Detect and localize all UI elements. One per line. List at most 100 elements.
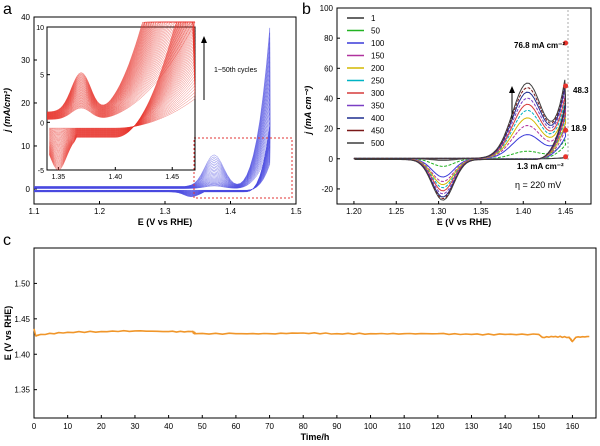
legend-label: 450 — [371, 127, 385, 136]
y-tick-label: 20 — [21, 99, 30, 108]
x-tick-label: 1.2 — [94, 207, 106, 216]
legend-label: 300 — [371, 89, 385, 98]
x-tick-label: 30 — [131, 422, 140, 431]
panel-label-b: b — [302, 1, 311, 18]
x-tick-label: 110 — [398, 422, 411, 431]
panel-c: c 0 10 20 30 40 50 60 70 80 90 100 110 120 130 140 150 1… — [3, 232, 597, 442]
panel-b-ylabel: j (mA cm⁻²) — [303, 86, 313, 135]
panel-b: b 1.20 1.25 1.30 1.35 1.40 1.45 -20 0 20 40 60 80 10… — [302, 1, 592, 227]
panel-c-ticks: 0 10 20 30 40 50 60 70 80 90 100 110 120 130 140 150 160… — [14, 279, 579, 431]
y-tick-label: 1.40 — [14, 350, 30, 359]
marked-point — [563, 40, 569, 46]
y-tick-label: 40 — [21, 13, 30, 22]
x-tick-label: 1.35 — [473, 207, 489, 216]
x-tick-label: 1.45 — [165, 174, 179, 181]
legend-label: 250 — [371, 77, 385, 86]
x-tick-label: 1.20 — [346, 207, 362, 216]
x-tick-label: 80 — [299, 422, 308, 431]
panel-a-inset: 1.35 1.40 1.45 -5 0 5 10 — [36, 21, 196, 181]
panel-a-ticks: 1.1 1.2 1.3 1.4 1.5 0 10 20 30 40 — [21, 13, 302, 216]
panel-b-curves — [353, 79, 567, 201]
panel-b-ticks: 1.20 1.25 1.30 1.35 1.40 1.45 -20 0 20 40 60 80 100 — [320, 4, 574, 216]
marked-point — [563, 83, 569, 89]
cycles-arrowhead — [201, 36, 207, 43]
inset-ticks: 1.35 1.40 1.45 -5 0 5 10 — [36, 25, 179, 181]
panel-a-curves — [34, 27, 271, 198]
legend-label: 100 — [371, 39, 385, 48]
panel-c-xlabel: Time/h — [301, 432, 330, 442]
y-tick-label: 0 — [40, 120, 44, 127]
y-tick-label: 0 — [329, 155, 334, 164]
cv-curve — [353, 109, 567, 186]
annotation-76-8: 76.8 mA cm⁻² — [514, 41, 565, 50]
y-tick-label: 20 — [324, 125, 333, 134]
legend-label: 50 — [371, 27, 380, 36]
y-tick-label: 5 — [40, 73, 44, 80]
panel-c-ylabel: E (V vs RHE) — [3, 306, 13, 361]
x-tick-label: 10 — [63, 422, 72, 431]
annotation-48-3: 48.3 — [573, 86, 589, 95]
legend-label: 350 — [371, 102, 385, 111]
growth-arrowhead — [509, 86, 515, 93]
cv-curve — [353, 138, 567, 167]
panel-a-xlabel: E (V vs RHE) — [138, 217, 193, 227]
x-tick-label: 140 — [498, 422, 512, 431]
panel-b-frame — [336, 7, 592, 205]
panel-label-c: c — [3, 232, 11, 249]
cycle-curve — [34, 27, 271, 198]
x-tick-label: 50 — [198, 422, 207, 431]
cycle-curve — [34, 111, 271, 193]
y-tick-label: 10 — [21, 142, 30, 151]
cv-curve — [353, 102, 567, 189]
x-tick-label: 130 — [465, 422, 479, 431]
y-tick-label: 1.50 — [14, 279, 30, 288]
legend-label: 400 — [371, 114, 385, 123]
x-tick-label: 1.4 — [225, 207, 237, 216]
x-tick-label: 20 — [97, 422, 106, 431]
x-tick-label: 1.40 — [515, 207, 531, 216]
panel-a-ylabel: j (mA/cm²) — [2, 88, 12, 133]
annotation-eta: η = 220 mV — [515, 180, 561, 190]
panel-b-xlabel: E (V vs RHE) — [437, 217, 492, 227]
x-tick-label: 120 — [431, 422, 445, 431]
x-tick-label: 1.45 — [558, 207, 574, 216]
y-tick-label: 0 — [26, 185, 31, 194]
legend-label: 150 — [371, 52, 385, 61]
zoom-box — [193, 137, 293, 199]
cycles-annotation: 1~50th cycles — [214, 67, 257, 74]
y-tick-label: 40 — [324, 94, 333, 103]
x-tick-label: 1.5 — [290, 207, 302, 216]
x-tick-label: 150 — [532, 422, 546, 431]
annotation-1-3: 1.3 mA cm⁻² — [517, 162, 564, 171]
marked-point — [563, 154, 569, 160]
x-tick-label: 90 — [332, 422, 341, 431]
marked-point — [563, 127, 569, 133]
y-tick-label: 30 — [21, 56, 30, 65]
x-tick-label: 1.30 — [431, 207, 447, 216]
y-tick-label: -20 — [321, 185, 333, 194]
annotation-18-9: 18.9 — [571, 124, 587, 133]
panel-c-curves — [33, 328, 590, 343]
inset-cycle-curve — [46, 22, 196, 146]
x-tick-label: 1.3 — [159, 207, 171, 216]
cv-curve — [353, 91, 567, 195]
cv-curve — [353, 79, 567, 201]
y-tick-label: 10 — [36, 25, 44, 32]
x-tick-label: 0 — [32, 422, 37, 431]
x-tick-label: 160 — [566, 422, 580, 431]
x-tick-label: 1.25 — [388, 207, 404, 216]
y-tick-label: -5 — [38, 168, 44, 175]
y-tick-label: 1.35 — [14, 386, 30, 395]
cv-curve — [353, 97, 567, 192]
y-tick-label: 100 — [320, 4, 334, 13]
inset-cycle-curve — [46, 22, 195, 171]
stability-curve — [33, 328, 590, 343]
legend-label: 1 — [371, 14, 376, 23]
y-tick-label: 60 — [324, 64, 333, 73]
inset-curves — [46, 21, 196, 171]
x-tick-label: 60 — [231, 422, 240, 431]
panel-b-marks — [563, 40, 569, 160]
